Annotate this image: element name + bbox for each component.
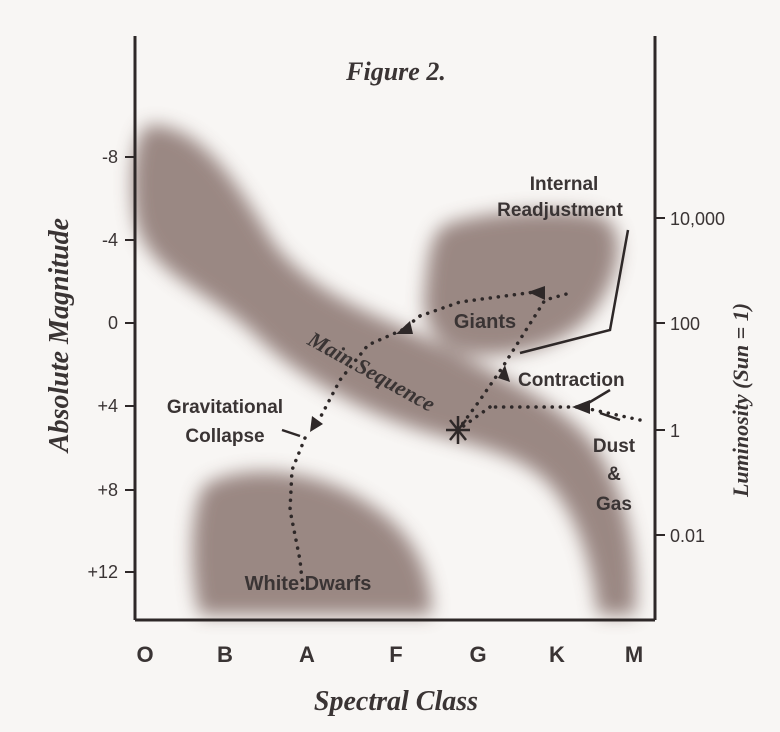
dust-label-line2: & bbox=[607, 464, 621, 485]
left-tick-label: +8 bbox=[97, 480, 118, 500]
x-tick-label: B bbox=[217, 642, 233, 667]
right-tick-label: 1 bbox=[670, 421, 680, 441]
arrow-collapse bbox=[310, 416, 323, 432]
internal-label-line2: Readjustment bbox=[497, 200, 623, 221]
contraction-leader bbox=[584, 388, 611, 407]
right-tick-label: 10,000 bbox=[670, 209, 725, 229]
right-tick-marks bbox=[655, 217, 665, 536]
annotations: Internal Readjustment Contraction Gravit… bbox=[167, 174, 636, 515]
readjustment-leader bbox=[519, 229, 630, 355]
internal-label-line1: Internal bbox=[530, 174, 599, 195]
dust-to-contraction-path bbox=[488, 405, 642, 422]
x-tick-labels: O B A F G K M bbox=[136, 642, 643, 667]
plot-frame bbox=[133, 36, 657, 622]
white-dwarfs-label: White Dwarfs bbox=[245, 573, 372, 595]
white-dwarfs-band bbox=[192, 471, 432, 615]
giants-label: Giants bbox=[454, 311, 516, 333]
left-tick-label: 0 bbox=[108, 313, 118, 333]
x-tick-label: M bbox=[625, 642, 643, 667]
arrow-contraction bbox=[572, 400, 590, 414]
main-sequence-band bbox=[132, 125, 636, 615]
y-axis-right-title: Luminosity (Sun = 1) bbox=[728, 303, 753, 498]
right-tick-labels: 10,000 100 1 0.01 bbox=[670, 209, 725, 546]
main-to-giants-path bbox=[456, 291, 572, 432]
left-tick-label: -4 bbox=[102, 230, 118, 250]
left-tick-label: +4 bbox=[97, 396, 118, 416]
arrow-into-giants bbox=[528, 286, 545, 300]
collapse-to-dwarfs-path bbox=[288, 436, 307, 592]
dust-label-line1: Dust bbox=[593, 436, 636, 457]
dust-leader bbox=[599, 411, 621, 422]
x-tick-label: A bbox=[299, 642, 315, 667]
left-tick-labels: -8 -4 0 +4 +8 +12 bbox=[87, 147, 118, 582]
x-tick-label: K bbox=[549, 642, 565, 667]
evolution-path bbox=[288, 290, 642, 592]
gravitational-label-line2: Collapse bbox=[185, 426, 264, 447]
gravitational-label-line1: Gravitational bbox=[167, 397, 283, 418]
y-axis-left-title: Absolute Magnitude bbox=[44, 218, 75, 454]
contraction-label: Contraction bbox=[518, 370, 625, 391]
left-tick-marks bbox=[125, 156, 135, 573]
gravitational-leader bbox=[281, 428, 301, 438]
right-tick-label: 100 bbox=[670, 314, 700, 334]
dust-label-line3: Gas bbox=[596, 494, 632, 515]
contraction-to-main-path bbox=[456, 405, 492, 432]
star-regions bbox=[132, 125, 636, 615]
giants-band bbox=[424, 210, 619, 355]
sun-star-icon bbox=[446, 416, 470, 444]
right-tick-label: 0.01 bbox=[670, 526, 705, 546]
x-tick-label: O bbox=[136, 642, 153, 667]
arrow-up-giants bbox=[498, 365, 510, 382]
arrow-leave-giants bbox=[396, 321, 413, 334]
annotation-leaders bbox=[281, 229, 630, 438]
x-tick-label: G bbox=[469, 642, 486, 667]
left-tick-label: -8 bbox=[102, 147, 118, 167]
x-tick-label: F bbox=[389, 642, 402, 667]
x-axis-title: Spectral Class bbox=[314, 686, 478, 717]
chart-title: Figure 2. bbox=[345, 57, 446, 86]
left-tick-label: +12 bbox=[87, 562, 118, 582]
